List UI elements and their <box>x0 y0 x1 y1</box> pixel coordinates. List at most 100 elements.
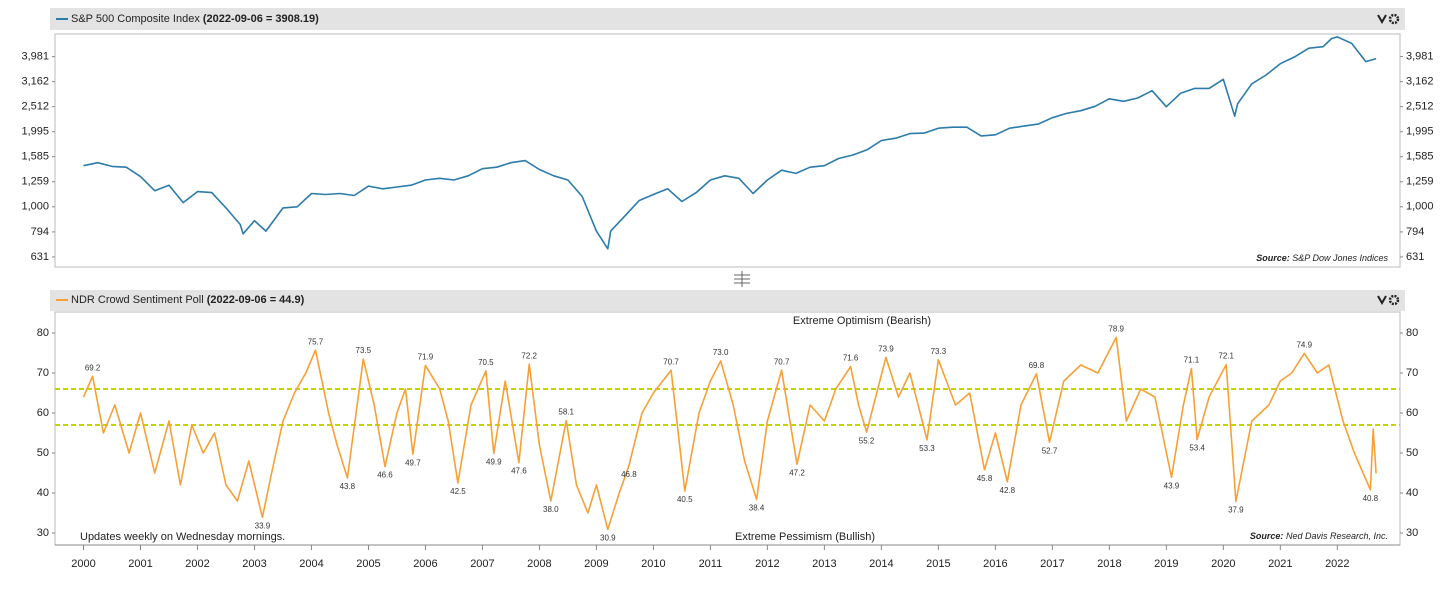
source: Source: Ned Davis Research, Inc. <box>1250 531 1388 541</box>
data-label: 38.0 <box>543 505 559 514</box>
annotation: Extreme Optimism (Bearish) <box>793 315 931 327</box>
data-label: 73.5 <box>356 346 372 355</box>
y-tick-label: 40 <box>37 487 49 499</box>
data-label: 71.1 <box>1184 356 1200 365</box>
x-tick-label: 2016 <box>983 558 1007 570</box>
y-tick-label: 50 <box>37 447 49 459</box>
y-tick-label: 1,995 <box>21 126 49 138</box>
x-tick-label: 2008 <box>527 558 551 570</box>
data-label: 42.8 <box>1000 486 1016 495</box>
x-tick-label: 2010 <box>641 558 665 570</box>
data-line <box>83 36 1377 250</box>
note: Updates weekly on Wednesday mornings. <box>80 531 285 543</box>
legend-entry: S&P 500 Composite Index (2022-09-06 = 39… <box>71 13 319 25</box>
x-tick-label: 2015 <box>926 558 950 570</box>
y-tick-label: 3,981 <box>1406 50 1434 62</box>
x-tick-label: 2021 <box>1268 558 1292 570</box>
y-tick-label: 70 <box>37 367 49 379</box>
x-tick-label: 2004 <box>299 558 323 570</box>
source-text: S&P Dow Jones Indices <box>1292 253 1388 263</box>
data-label: 49.7 <box>405 458 421 467</box>
x-tick-label: 2011 <box>699 558 723 570</box>
y-tick-label: 30 <box>37 527 49 539</box>
data-label: 46.8 <box>621 470 637 479</box>
y-tick-label: 2,512 <box>21 101 49 113</box>
plot-frame <box>54 33 1401 268</box>
data-label: 43.8 <box>340 482 356 491</box>
settings-icon[interactable] <box>1377 13 1400 25</box>
plot-frame <box>54 311 1401 546</box>
data-line <box>82 336 1377 531</box>
splitter[interactable] <box>734 271 750 287</box>
y-tick-label: 1,995 <box>1406 126 1434 138</box>
x-tick-label: 2017 <box>1040 558 1064 570</box>
data-label: 72.2 <box>521 351 537 360</box>
data-label: 58.1 <box>558 408 574 417</box>
x-tick-label: 2000 <box>71 558 95 570</box>
data-label: 55.2 <box>859 436 875 445</box>
x-tick-label: 2020 <box>1211 558 1235 570</box>
data-label: 73.9 <box>878 345 894 354</box>
data-label: 42.5 <box>450 487 466 496</box>
y-tick-label: 40 <box>1406 487 1418 499</box>
x-tick-label: 2022 <box>1325 558 1349 570</box>
legend-name: NDR Crowd Sentiment Poll <box>71 294 204 306</box>
data-label: 78.9 <box>1108 325 1124 334</box>
data-label: 74.9 <box>1296 341 1312 350</box>
legend-name: S&P 500 Composite Index <box>71 13 200 25</box>
data-label: 73.0 <box>713 348 729 357</box>
y-tick-label: 2,512 <box>1406 101 1434 113</box>
x-tick-label: 2014 <box>869 558 893 570</box>
panel-header <box>50 290 1405 311</box>
data-label: 52.7 <box>1042 446 1058 455</box>
source-text: Ned Davis Research, Inc. <box>1286 531 1388 541</box>
y-tick-label: 70 <box>1406 367 1418 379</box>
data-label: 70.5 <box>478 358 494 367</box>
data-label: 47.6 <box>511 467 527 476</box>
settings-icon[interactable] <box>1377 294 1400 306</box>
y-tick-label: 80 <box>37 327 49 339</box>
x-tick-label: 2019 <box>1154 558 1178 570</box>
y-tick-label: 794 <box>1406 226 1424 238</box>
x-tick-label: 2007 <box>470 558 494 570</box>
legend-entry: NDR Crowd Sentiment Poll (2022-09-06 = 4… <box>71 294 305 306</box>
x-tick-label: 2003 <box>242 558 266 570</box>
data-label: 43.9 <box>1164 482 1180 491</box>
data-label: 46.6 <box>377 471 393 480</box>
annotation: Extreme Pessimism (Bullish) <box>735 531 875 543</box>
data-label: 40.5 <box>677 495 693 504</box>
data-label: 40.8 <box>1363 494 1379 503</box>
y-tick-label: 3,981 <box>21 50 49 62</box>
data-label: 70.7 <box>774 357 790 366</box>
data-label: 73.3 <box>931 347 947 356</box>
x-tick-label: 2005 <box>356 558 380 570</box>
data-label: 49.9 <box>486 458 502 467</box>
y-tick-label: 631 <box>1406 251 1424 263</box>
source: Source: S&P Dow Jones Indices <box>1256 253 1388 263</box>
data-label: 72.1 <box>1218 352 1234 361</box>
legend-note: (2022-09-06 = 44.9) <box>207 294 305 306</box>
y-tick-label: 1,000 <box>21 201 49 213</box>
source-label: Source: <box>1256 253 1290 263</box>
y-tick-label: 1,585 <box>1406 151 1434 163</box>
data-label: 71.6 <box>843 354 859 363</box>
y-tick-label: 794 <box>31 226 49 238</box>
data-label: 53.3 <box>919 444 935 453</box>
data-label: 37.9 <box>1228 506 1244 515</box>
y-tick-label: 30 <box>1406 527 1418 539</box>
data-label: 53.4 <box>1189 444 1205 453</box>
x-tick-label: 2001 <box>128 558 152 570</box>
y-tick-label: 1,259 <box>1406 176 1434 188</box>
data-label: 38.4 <box>749 504 765 513</box>
x-tick-label: 2002 <box>185 558 209 570</box>
data-label: 30.9 <box>600 534 616 543</box>
y-tick-label: 60 <box>1406 407 1418 419</box>
source-label: Source: <box>1250 531 1284 541</box>
y-tick-label: 60 <box>37 407 49 419</box>
panel-header <box>50 8 1405 30</box>
y-tick-label: 50 <box>1406 447 1418 459</box>
data-label: 45.8 <box>977 474 993 483</box>
data-label: 69.2 <box>85 363 101 372</box>
x-tick-label: 2018 <box>1097 558 1121 570</box>
y-tick-label: 3,162 <box>21 76 49 88</box>
